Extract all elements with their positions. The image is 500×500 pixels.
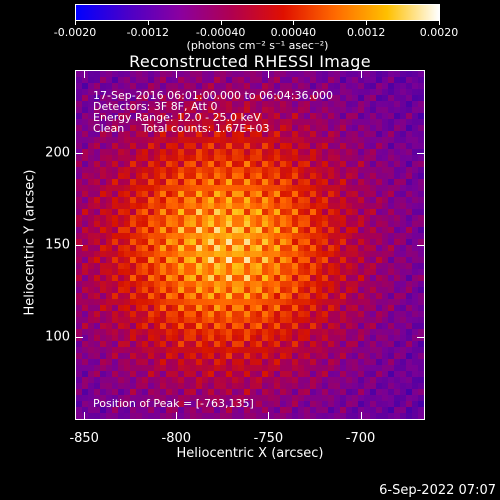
x-tick-mark bbox=[176, 412, 178, 420]
colorbar-tick-mark bbox=[147, 21, 149, 25]
x-tick-mark bbox=[360, 412, 362, 420]
heatmap-image bbox=[76, 71, 424, 419]
x-tick-mark bbox=[360, 70, 362, 78]
chart-title: Reconstructed RHESSI Image bbox=[129, 52, 371, 71]
y-tick-mark bbox=[417, 245, 425, 246]
x-tick-mark bbox=[268, 412, 270, 420]
colorbar-tick-mark bbox=[366, 21, 368, 25]
colorbar-tick-label: 0.0012 bbox=[346, 26, 386, 39]
annotation-peak-position: Position of Peak = [-763,135] bbox=[93, 397, 254, 410]
colorbar-tick-label: -0.0020 bbox=[53, 26, 97, 39]
colorbar bbox=[75, 4, 440, 21]
colorbar-tick-label: -0.0012 bbox=[126, 26, 170, 39]
x-tick-mark bbox=[176, 70, 178, 78]
y-tick-mark bbox=[417, 152, 425, 154]
x-tick-label: -750 bbox=[253, 431, 284, 446]
annotation-time-range: 17-Sep-2016 06:01:00.000 to 06:04:36.000 bbox=[93, 89, 333, 102]
colorbar-tick-mark bbox=[439, 21, 440, 25]
annotation-total-counts: Clean Total counts: 1.67E+03 bbox=[93, 122, 270, 135]
y-tick-mark bbox=[75, 152, 83, 154]
x-tick-mark bbox=[268, 70, 270, 78]
colorbar-tick-label: 0.00040 bbox=[270, 26, 317, 39]
x-tick-mark bbox=[84, 70, 86, 78]
x-tick-label: -800 bbox=[161, 431, 192, 446]
colorbar-tick-mark bbox=[293, 21, 295, 25]
colorbar-tick-mark bbox=[220, 21, 222, 25]
colorbar-tick-label: 0.0020 bbox=[419, 26, 459, 39]
y-tick-mark bbox=[75, 245, 83, 246]
y-tick-label: 150 bbox=[45, 237, 70, 253]
x-axis-label: Heliocentric X (arcsec) bbox=[176, 446, 324, 461]
x-tick-label: -850 bbox=[69, 431, 99, 446]
annotation-energy-range: Energy Range: 12.0 - 25.0 keV bbox=[93, 111, 261, 124]
annotation-detectors: Detectors: 3F 8F, Att 0 bbox=[93, 100, 218, 113]
y-tick-mark bbox=[75, 337, 83, 339]
timestamp: 6-Sep-2022 07:07 bbox=[379, 483, 496, 498]
y-tick-mark bbox=[417, 337, 425, 339]
colorbar-tick-mark bbox=[75, 21, 76, 25]
y-axis-label: Heliocentric Y (arcsec) bbox=[22, 169, 38, 316]
colorbar-tick-label: -0.00040 bbox=[195, 26, 246, 39]
x-tick-label: -700 bbox=[345, 431, 376, 446]
y-tick-label: 200 bbox=[45, 145, 70, 161]
colorbar-units: (photons cm⁻² s⁻¹ asec⁻²) bbox=[186, 39, 329, 52]
y-tick-label: 100 bbox=[45, 329, 70, 345]
x-tick-mark bbox=[84, 412, 86, 420]
plot-area: 17-Sep-2016 06:01:00.000 to 06:04:36.000… bbox=[75, 70, 425, 420]
